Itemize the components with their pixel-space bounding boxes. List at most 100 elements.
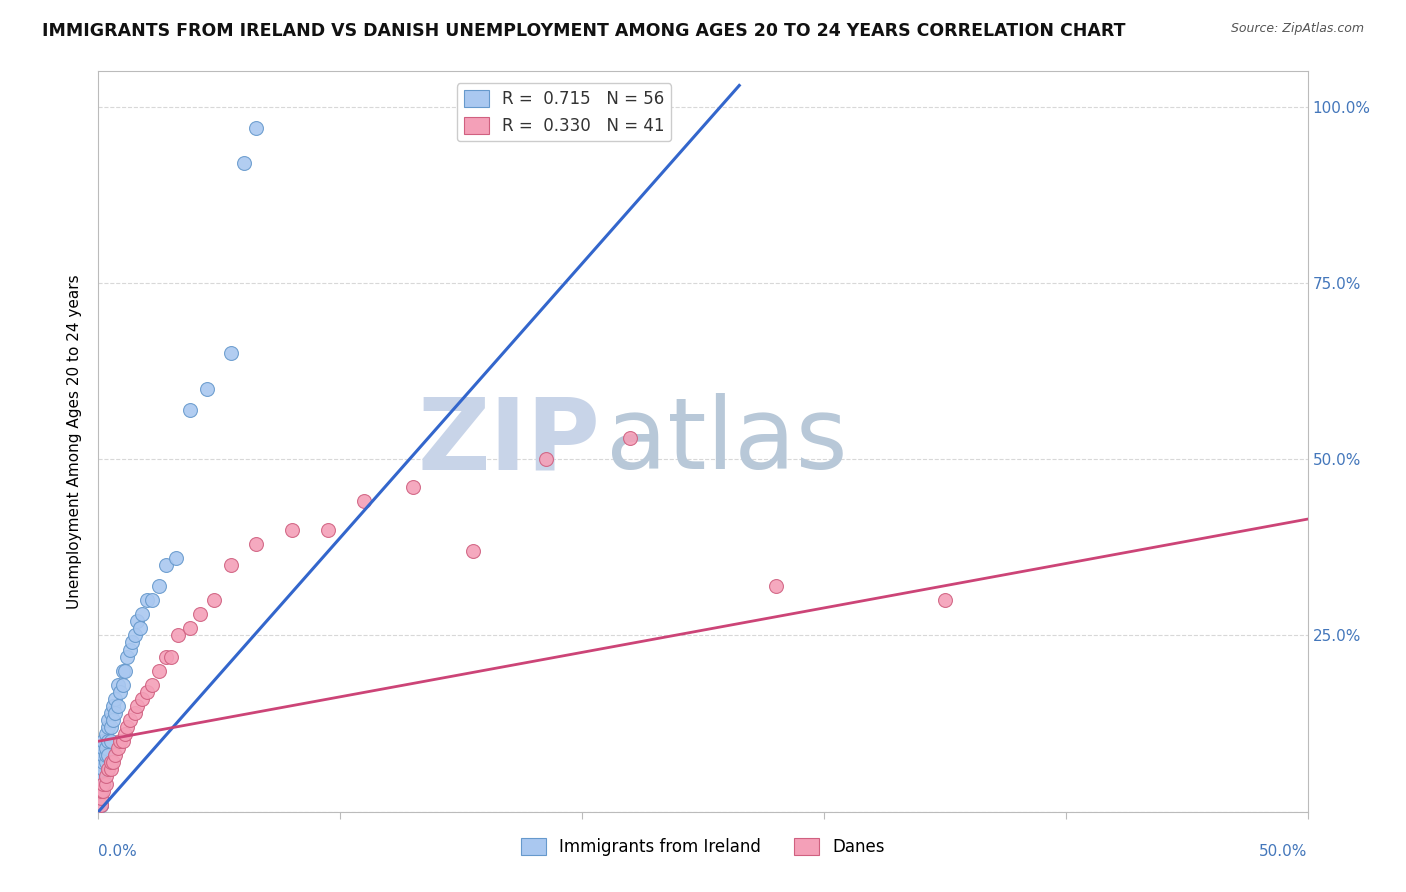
- Point: [179, 621, 201, 635]
- Point: [91, 756, 114, 770]
- Point: [118, 713, 141, 727]
- Point: [90, 776, 112, 790]
- Point: [108, 685, 131, 699]
- Point: [124, 628, 146, 642]
- Point: [124, 706, 146, 720]
- Point: [100, 763, 122, 777]
- Y-axis label: Unemployment Among Ages 20 to 24 years: Unemployment Among Ages 20 to 24 years: [67, 274, 83, 609]
- Point: [135, 593, 157, 607]
- Text: Source: ZipAtlas.com: Source: ZipAtlas.com: [1230, 22, 1364, 36]
- Point: [619, 431, 641, 445]
- Point: [90, 783, 112, 797]
- Point: [101, 698, 124, 713]
- Point: [131, 607, 153, 622]
- Point: [91, 776, 114, 790]
- Point: [160, 649, 183, 664]
- Point: [108, 734, 131, 748]
- Point: [107, 678, 129, 692]
- Point: [97, 720, 120, 734]
- Point: [128, 621, 150, 635]
- Point: [90, 797, 112, 812]
- Point: [104, 706, 127, 720]
- Point: [111, 734, 134, 748]
- Point: [534, 452, 557, 467]
- Point: [90, 769, 112, 783]
- Point: [117, 649, 139, 664]
- Point: [91, 734, 114, 748]
- Point: [104, 692, 127, 706]
- Point: [127, 615, 149, 629]
- Point: [281, 523, 304, 537]
- Point: [114, 727, 136, 741]
- Point: [111, 664, 134, 678]
- Point: [204, 593, 226, 607]
- Point: [90, 790, 112, 805]
- Point: [155, 558, 177, 572]
- Point: [127, 698, 149, 713]
- Point: [100, 720, 122, 734]
- Point: [114, 664, 136, 678]
- Text: IMMIGRANTS FROM IRELAND VS DANISH UNEMPLOYMENT AMONG AGES 20 TO 24 YEARS CORRELA: IMMIGRANTS FROM IRELAND VS DANISH UNEMPL…: [42, 22, 1126, 40]
- Point: [91, 763, 114, 777]
- Point: [135, 685, 157, 699]
- Point: [179, 402, 201, 417]
- Point: [94, 748, 117, 763]
- Point: [90, 776, 112, 790]
- Point: [90, 783, 112, 797]
- Point: [155, 649, 177, 664]
- Point: [353, 494, 375, 508]
- Point: [101, 713, 124, 727]
- Point: [100, 734, 122, 748]
- Point: [131, 692, 153, 706]
- Point: [100, 756, 122, 770]
- Point: [111, 678, 134, 692]
- Point: [90, 790, 112, 805]
- Point: [100, 706, 122, 720]
- Point: [167, 628, 190, 642]
- Point: [195, 382, 218, 396]
- Point: [107, 698, 129, 713]
- Point: [765, 579, 787, 593]
- Point: [90, 797, 112, 812]
- Point: [91, 783, 114, 797]
- Point: [97, 713, 120, 727]
- Text: 50.0%: 50.0%: [1260, 844, 1308, 859]
- Point: [91, 769, 114, 783]
- Point: [148, 579, 170, 593]
- Point: [221, 558, 243, 572]
- Point: [148, 664, 170, 678]
- Point: [118, 642, 141, 657]
- Point: [97, 748, 120, 763]
- Point: [90, 797, 112, 812]
- Point: [221, 346, 243, 360]
- Point: [232, 156, 254, 170]
- Point: [165, 550, 187, 565]
- Point: [94, 727, 117, 741]
- Point: [94, 741, 117, 756]
- Point: [316, 523, 339, 537]
- Point: [141, 678, 163, 692]
- Point: [94, 756, 117, 770]
- Point: [188, 607, 211, 622]
- Point: [104, 748, 127, 763]
- Point: [91, 741, 114, 756]
- Point: [97, 734, 120, 748]
- Point: [934, 593, 956, 607]
- Point: [90, 783, 112, 797]
- Legend: Immigrants from Ireland, Danes: Immigrants from Ireland, Danes: [515, 831, 891, 863]
- Point: [245, 120, 267, 135]
- Point: [91, 769, 114, 783]
- Point: [91, 776, 114, 790]
- Point: [101, 756, 124, 770]
- Point: [91, 748, 114, 763]
- Point: [94, 769, 117, 783]
- Text: ZIP: ZIP: [418, 393, 600, 490]
- Point: [90, 790, 112, 805]
- Point: [117, 720, 139, 734]
- Point: [245, 537, 267, 551]
- Point: [94, 776, 117, 790]
- Point: [107, 741, 129, 756]
- Point: [463, 544, 485, 558]
- Point: [90, 797, 112, 812]
- Point: [97, 763, 120, 777]
